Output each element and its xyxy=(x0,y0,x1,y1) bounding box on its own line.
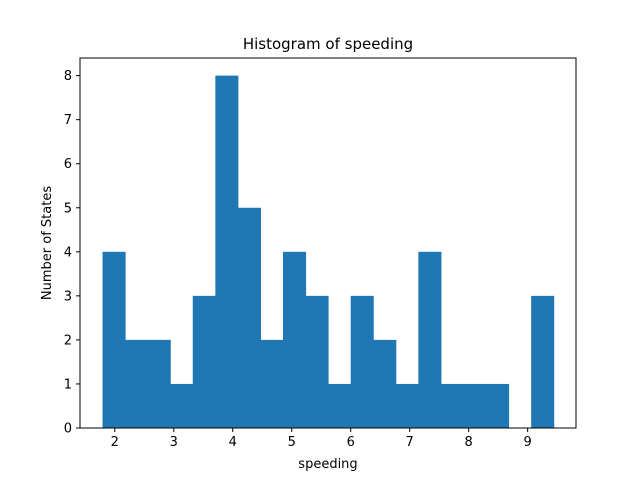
histogram-bar xyxy=(440,383,464,428)
histogram-bar xyxy=(531,295,555,428)
histogram-bar xyxy=(463,383,487,428)
y-tick-label: 4 xyxy=(64,245,72,260)
y-tick-label: 2 xyxy=(64,333,72,348)
histogram-bar xyxy=(486,383,510,428)
x-tick-label: 7 xyxy=(406,435,414,450)
bars-group xyxy=(102,75,555,428)
histogram-bar xyxy=(305,295,329,428)
x-axis: 2 3 4 5 6 7 8 9 xyxy=(111,428,532,450)
x-tick-label: 3 xyxy=(170,435,178,450)
y-axis-label: Number of States xyxy=(40,186,55,300)
x-tick-label: 4 xyxy=(229,435,237,450)
histogram-bar xyxy=(215,75,239,428)
x-axis-label: speeding xyxy=(298,457,357,472)
histogram-bar xyxy=(418,251,442,428)
x-tick-label: 6 xyxy=(347,435,355,450)
histogram-bar xyxy=(237,207,261,428)
y-axis: 0 1 2 3 4 5 6 7 8 xyxy=(64,69,80,437)
y-tick-label: 6 xyxy=(64,157,72,172)
histogram-bar xyxy=(350,295,374,428)
histogram-bar xyxy=(170,383,194,428)
y-tick-label: 7 xyxy=(64,113,72,128)
x-tick-label: 2 xyxy=(111,435,119,450)
histogram-bar xyxy=(192,295,216,428)
y-tick-label: 0 xyxy=(64,422,72,437)
y-tick-label: 3 xyxy=(64,289,72,304)
x-tick-label: 9 xyxy=(523,435,531,450)
histogram-bar xyxy=(125,339,149,428)
histogram-bar xyxy=(283,251,307,428)
x-tick-label: 5 xyxy=(288,435,296,450)
histogram-bar xyxy=(102,251,126,428)
histogram-bar xyxy=(147,339,171,428)
histogram-bar xyxy=(328,383,352,428)
y-tick-label: 1 xyxy=(64,377,72,392)
plot-frame xyxy=(79,57,577,429)
chart-title: Histogram of speeding xyxy=(243,35,413,53)
y-tick-label: 5 xyxy=(64,201,72,216)
y-tick-label: 8 xyxy=(64,69,72,84)
x-tick-label: 8 xyxy=(465,435,473,450)
histogram-bar xyxy=(260,339,284,428)
histogram-bar xyxy=(373,339,397,428)
histogram-bar xyxy=(395,383,419,428)
